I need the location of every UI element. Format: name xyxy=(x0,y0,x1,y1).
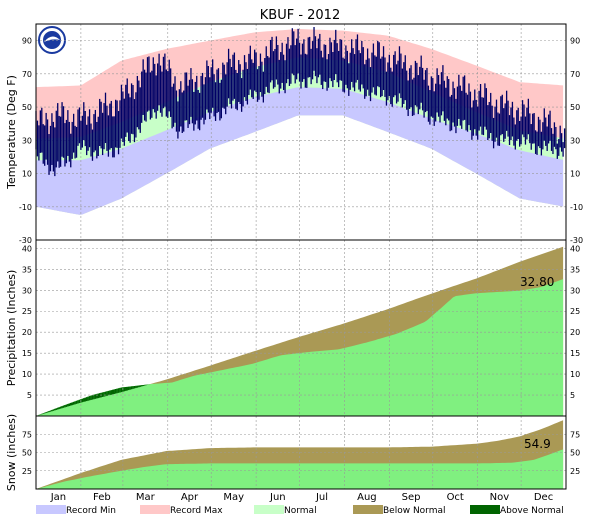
temp-tick-label-right: 90 xyxy=(570,37,580,46)
temp-tick-label-right: 30 xyxy=(570,136,580,145)
month-tick-label: Oct xyxy=(447,492,464,503)
temp-tick-label-left: 10 xyxy=(22,170,32,179)
noaa-logo-center xyxy=(43,31,61,49)
snow-tick-label-right: 75 xyxy=(570,430,580,439)
precip-tick-label-left: 35 xyxy=(22,265,32,274)
legend-label: Record Min xyxy=(66,506,116,516)
temp-tick-label-right: 70 xyxy=(570,70,580,79)
precip-tick-label-right: 25 xyxy=(570,307,580,316)
month-tick-label: Aug xyxy=(357,492,377,503)
legend-swatch xyxy=(254,505,284,514)
month-tick-label: Feb xyxy=(93,492,111,503)
temp-axis-label: Temperature (Deg F) xyxy=(5,75,18,190)
temp-tick-label-right: -10 xyxy=(570,203,583,212)
temp-tick-label-left: -10 xyxy=(19,203,32,212)
legend-swatch xyxy=(470,505,500,514)
legend-swatch xyxy=(353,505,383,514)
snow-tick-label-right: 50 xyxy=(570,449,580,458)
precip-tick-label-right: 30 xyxy=(570,286,580,295)
precipitation-panel: 5 5 10 10 15 15 20 20 25 25 30 30 35 35 40 40 Precipitat… xyxy=(5,239,580,417)
snow-panel: 25 25 50 50 75 75 Snow (inches) 54.9 xyxy=(5,414,580,491)
month-tick-label: Sep xyxy=(402,492,421,503)
month-tick-label: Jul xyxy=(315,492,328,503)
snow-tick-label-right: 25 xyxy=(570,467,580,476)
month-tick-label: Dec xyxy=(534,492,553,503)
temperature-panel: -30 -30 -10 -10 10 10 30 30 50 50 70 70 90 90 Temperat… xyxy=(5,23,583,245)
month-tick-label: May xyxy=(223,492,244,503)
snow-total-annotation: 54.9 xyxy=(524,437,551,451)
precip-tick-label-left: 40 xyxy=(22,244,32,253)
month-tick-label: Jan xyxy=(50,492,66,503)
legend: Record Min Record Max Normal Below Normal Ab… xyxy=(36,505,564,516)
precip-tick-label-left: 25 xyxy=(22,307,32,316)
temp-tick-label-right: -30 xyxy=(570,236,583,245)
temp-tick-label-left: 70 xyxy=(22,70,32,79)
month-tick-label: Apr xyxy=(181,492,199,503)
precip-tick-label-right: 20 xyxy=(570,328,580,337)
snow-tick-label-left: 25 xyxy=(22,467,32,476)
chart-title: KBUF - 2012 xyxy=(260,8,340,23)
legend-label: Below Normal xyxy=(383,506,446,516)
month-tick-label: Nov xyxy=(490,492,510,503)
precip-tick-label-left: 20 xyxy=(22,328,32,337)
snow-tick-label-left: 75 xyxy=(22,430,32,439)
legend-swatch xyxy=(36,505,66,514)
temp-tick-label-left: 30 xyxy=(22,136,32,145)
month-axis: Jan Feb Mar Apr May Jun Jul Aug Sep Oct Nov Dec xyxy=(50,492,553,503)
month-tick-label: Mar xyxy=(136,492,156,503)
precip-tick-label-right: 15 xyxy=(570,349,580,358)
precip-tick-label-right: 35 xyxy=(570,265,580,274)
precip-axis-label: Precipitation (Inches) xyxy=(5,270,18,387)
record-min-band xyxy=(36,87,564,215)
temp-tick-label-left: 90 xyxy=(22,37,32,46)
month-tick-label: Jun xyxy=(269,492,286,503)
precip-tick-label-left: 15 xyxy=(22,349,32,358)
precip-actual-area xyxy=(36,279,564,416)
legend-label: Above Normal xyxy=(500,506,564,516)
temp-tick-label-right: 50 xyxy=(570,103,580,112)
precip-tick-label-right: 40 xyxy=(570,244,580,253)
temp-tick-label-left: -30 xyxy=(19,236,32,245)
noaa-logo-bird xyxy=(44,36,60,42)
precip-tick-label-right: 5 xyxy=(570,391,575,400)
snow-tick-label-left: 50 xyxy=(22,449,32,458)
legend-label: Record Max xyxy=(170,506,223,516)
legend-swatch xyxy=(140,505,170,514)
precip-tick-label-left: 5 xyxy=(27,391,32,400)
precip-tick-label-left: 10 xyxy=(22,370,32,379)
precip-total-annotation: 32.80 xyxy=(520,275,554,289)
precip-tick-label-right: 10 xyxy=(570,370,580,379)
noaa-logo xyxy=(38,26,66,54)
legend-label: Normal xyxy=(284,506,317,516)
precip-tick-label-left: 30 xyxy=(22,286,32,295)
temp-tick-label-left: 50 xyxy=(22,103,32,112)
temp-tick-label-right: 10 xyxy=(570,170,580,179)
snow-frame xyxy=(35,415,567,490)
snow-axis-label: Snow (inches) xyxy=(5,414,18,491)
